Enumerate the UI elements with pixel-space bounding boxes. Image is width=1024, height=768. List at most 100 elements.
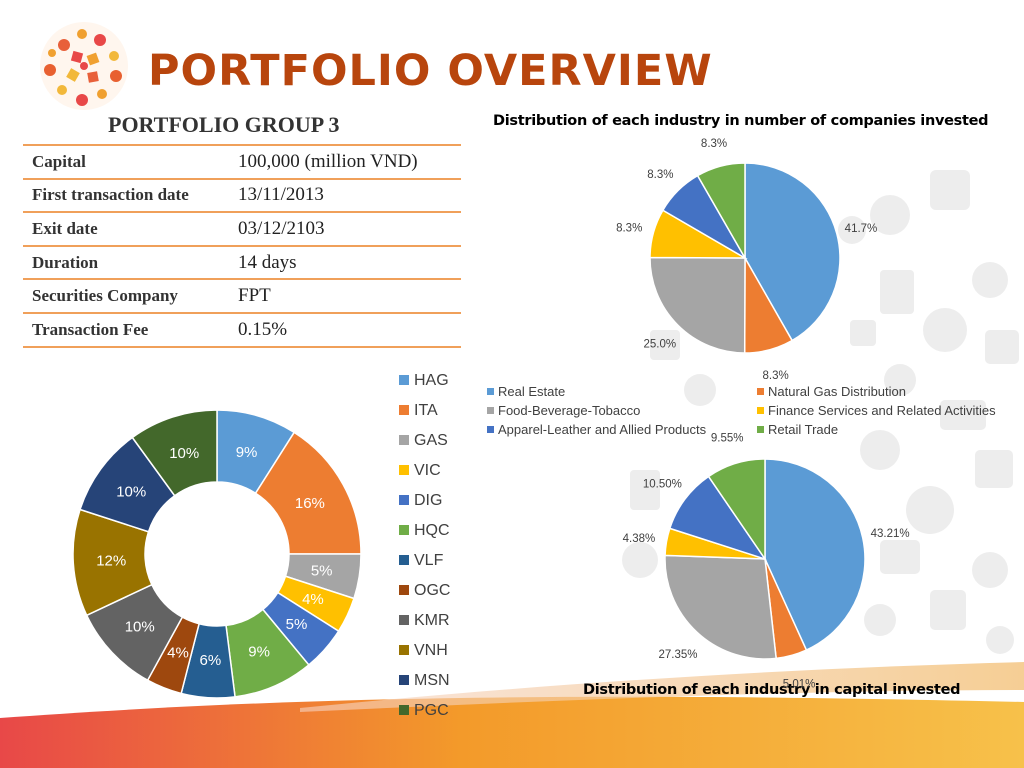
companies-pie-chart-slice-real-estate — [744, 162, 841, 342]
capital-pie-chart-data-label: 27.35% — [658, 649, 697, 661]
stock-doughnut-chart-data-label: 16% — [295, 495, 325, 512]
legend-item: Food-Beverage-Tobacco — [498, 403, 640, 418]
info-label: Transaction Fee — [23, 312, 229, 348]
legend-swatch — [399, 495, 409, 505]
companies-pie-chart-data-label: 8.3% — [762, 370, 788, 382]
legend-item: DIG — [414, 492, 442, 509]
capital-pie-chart-slice-retail-trade — [707, 458, 766, 562]
info-label: Securities Company — [23, 279, 229, 314]
page-title: PORTFOLIO OVERVIEW — [148, 46, 713, 96]
capital-pie-chart: 43.21% 5.01% 27.35% 4.38% 10.50% 9.55% — [623, 433, 910, 691]
legend-swatch — [399, 375, 409, 385]
legend-swatch — [487, 388, 494, 395]
legend-item: GAS — [414, 432, 448, 449]
stock-doughnut-chart-data-label: 9% — [236, 444, 258, 461]
portfolio-group-title: PORTFOLIO GROUP 3 — [108, 112, 340, 137]
legend-item: OGC — [414, 582, 450, 599]
legend-swatch — [399, 645, 409, 655]
legend-swatch — [399, 525, 409, 535]
capital-pie-chart-data-label: 9.55% — [711, 433, 744, 445]
info-value: 0.15% — [229, 312, 461, 348]
companies-pie-chart-data-label: 41.7% — [845, 223, 878, 235]
portfolio-info-table: Capital 100,000 (million VND) First tran… — [23, 144, 461, 348]
stock-doughnut-chart: 9% 16% 5% 4% 5% 9% 6% 4% 10% 12% 10% 10% — [72, 409, 362, 699]
legend-swatch — [399, 435, 409, 445]
legend-swatch — [757, 426, 764, 433]
table-row: Exit date 03/12/2103 — [23, 212, 461, 247]
companies-pie-chart-data-label: 8.3% — [647, 169, 673, 181]
table-row: Securities Company FPT — [23, 279, 461, 314]
legend-item: HQC — [414, 522, 450, 539]
background-icon-pattern — [622, 170, 1019, 654]
stock-doughnut-chart-data-label: 4% — [302, 591, 324, 608]
stock-doughnut-chart-data-label: 5% — [311, 563, 333, 580]
legend-swatch — [399, 405, 409, 415]
legend-swatch — [487, 426, 494, 433]
capital-pie-chart-data-label: 10.50% — [643, 478, 682, 490]
stock-doughnut-chart-data-label: 9% — [248, 643, 270, 660]
legend-item: VNH — [414, 642, 448, 659]
legend-swatch — [399, 705, 409, 715]
stock-doughnut-chart-data-label: 5% — [286, 616, 308, 633]
legend-item: VLF — [414, 552, 444, 569]
legend-item: Finance Services and Related Activities — [768, 403, 996, 418]
legend-swatch — [487, 407, 494, 414]
stock-doughnut-chart-data-label: 6% — [200, 652, 222, 669]
table-row: Transaction Fee 0.15% — [23, 312, 461, 348]
companies-pie-chart-data-label: 8.3% — [701, 138, 727, 150]
stock-doughnut-chart-data-label: 10% — [116, 484, 146, 501]
table-row: Duration 14 days — [23, 245, 461, 281]
chart-title-capital: Distribution of each industry in capital… — [583, 682, 961, 698]
stock-doughnut-chart-data-label: 4% — [167, 645, 189, 662]
legend-swatch — [399, 555, 409, 565]
chart-title-companies: Distribution of each industry in number … — [493, 113, 989, 129]
stock-doughnut-chart-data-label: 10% — [169, 445, 199, 462]
capital-pie-chart-data-label: 43.21% — [871, 528, 910, 540]
legend-item: HAG — [414, 372, 449, 389]
companies-pie-chart-slice-food-beverage-tobacco — [649, 256, 746, 354]
legend-item: Retail Trade — [768, 422, 838, 437]
logo-icon-cluster — [40, 22, 128, 110]
legend-item: Natural Gas Distribution — [768, 384, 906, 399]
stock-doughnut-legend: HAG ITA GAS VIC DIG HQC VLF OGC KMR VNH MSN PGC — [399, 372, 450, 719]
legend-swatch — [757, 407, 764, 414]
info-value: 100,000 (million VND) — [229, 144, 461, 180]
info-value: 13/11/2013 — [229, 178, 461, 214]
capital-pie-chart-data-label: 4.38% — [623, 533, 656, 545]
legend-item: Real Estate — [498, 384, 565, 399]
stock-doughnut-chart-data-label: 12% — [96, 553, 126, 570]
table-row: Capital 100,000 (million VND) — [23, 144, 461, 180]
companies-pie-chart-data-label: 25.0% — [644, 339, 677, 351]
info-label: Capital — [23, 144, 229, 180]
legend-swatch — [399, 585, 409, 595]
info-label: Exit date — [23, 212, 229, 247]
legend-item: PGC — [414, 702, 449, 719]
info-value: 03/12/2103 — [229, 212, 461, 247]
legend-item: VIC — [414, 462, 441, 479]
legend-item: Apparel-Leather and Allied Products — [498, 422, 707, 437]
capital-pie-chart-slice-food-beverage-tobacco — [664, 554, 777, 660]
legend-swatch — [757, 388, 764, 395]
info-value: 14 days — [229, 245, 461, 281]
industry-legend: Real Estate Natural Gas Distribution Food-… — [487, 384, 996, 437]
legend-swatch — [399, 615, 409, 625]
company-logo — [40, 22, 128, 110]
stock-doughnut-chart-data-label: 10% — [125, 619, 155, 636]
companies-pie-chart-data-label: 8.3% — [616, 222, 642, 234]
stock-doughnut-chart-slice-pgc — [131, 409, 218, 497]
legend-swatch — [399, 675, 409, 685]
legend-swatch — [399, 465, 409, 475]
legend-item: ITA — [414, 402, 438, 419]
table-row: First transaction date 13/11/2013 — [23, 178, 461, 214]
capital-pie-chart-data-label: 5.01% — [783, 678, 816, 690]
legend-item: KMR — [414, 612, 450, 629]
companies-pie-chart: 41.7% 8.3% 25.0% 8.3% 8.3% 8.3% — [616, 138, 877, 382]
info-label: First transaction date — [23, 178, 229, 214]
info-value: FPT — [229, 279, 461, 314]
capital-pie-chart-slice-real-estate — [764, 458, 866, 652]
info-label: Duration — [23, 245, 229, 281]
companies-pie-chart-slice-retail-trade — [696, 162, 746, 261]
legend-item: MSN — [414, 672, 450, 689]
